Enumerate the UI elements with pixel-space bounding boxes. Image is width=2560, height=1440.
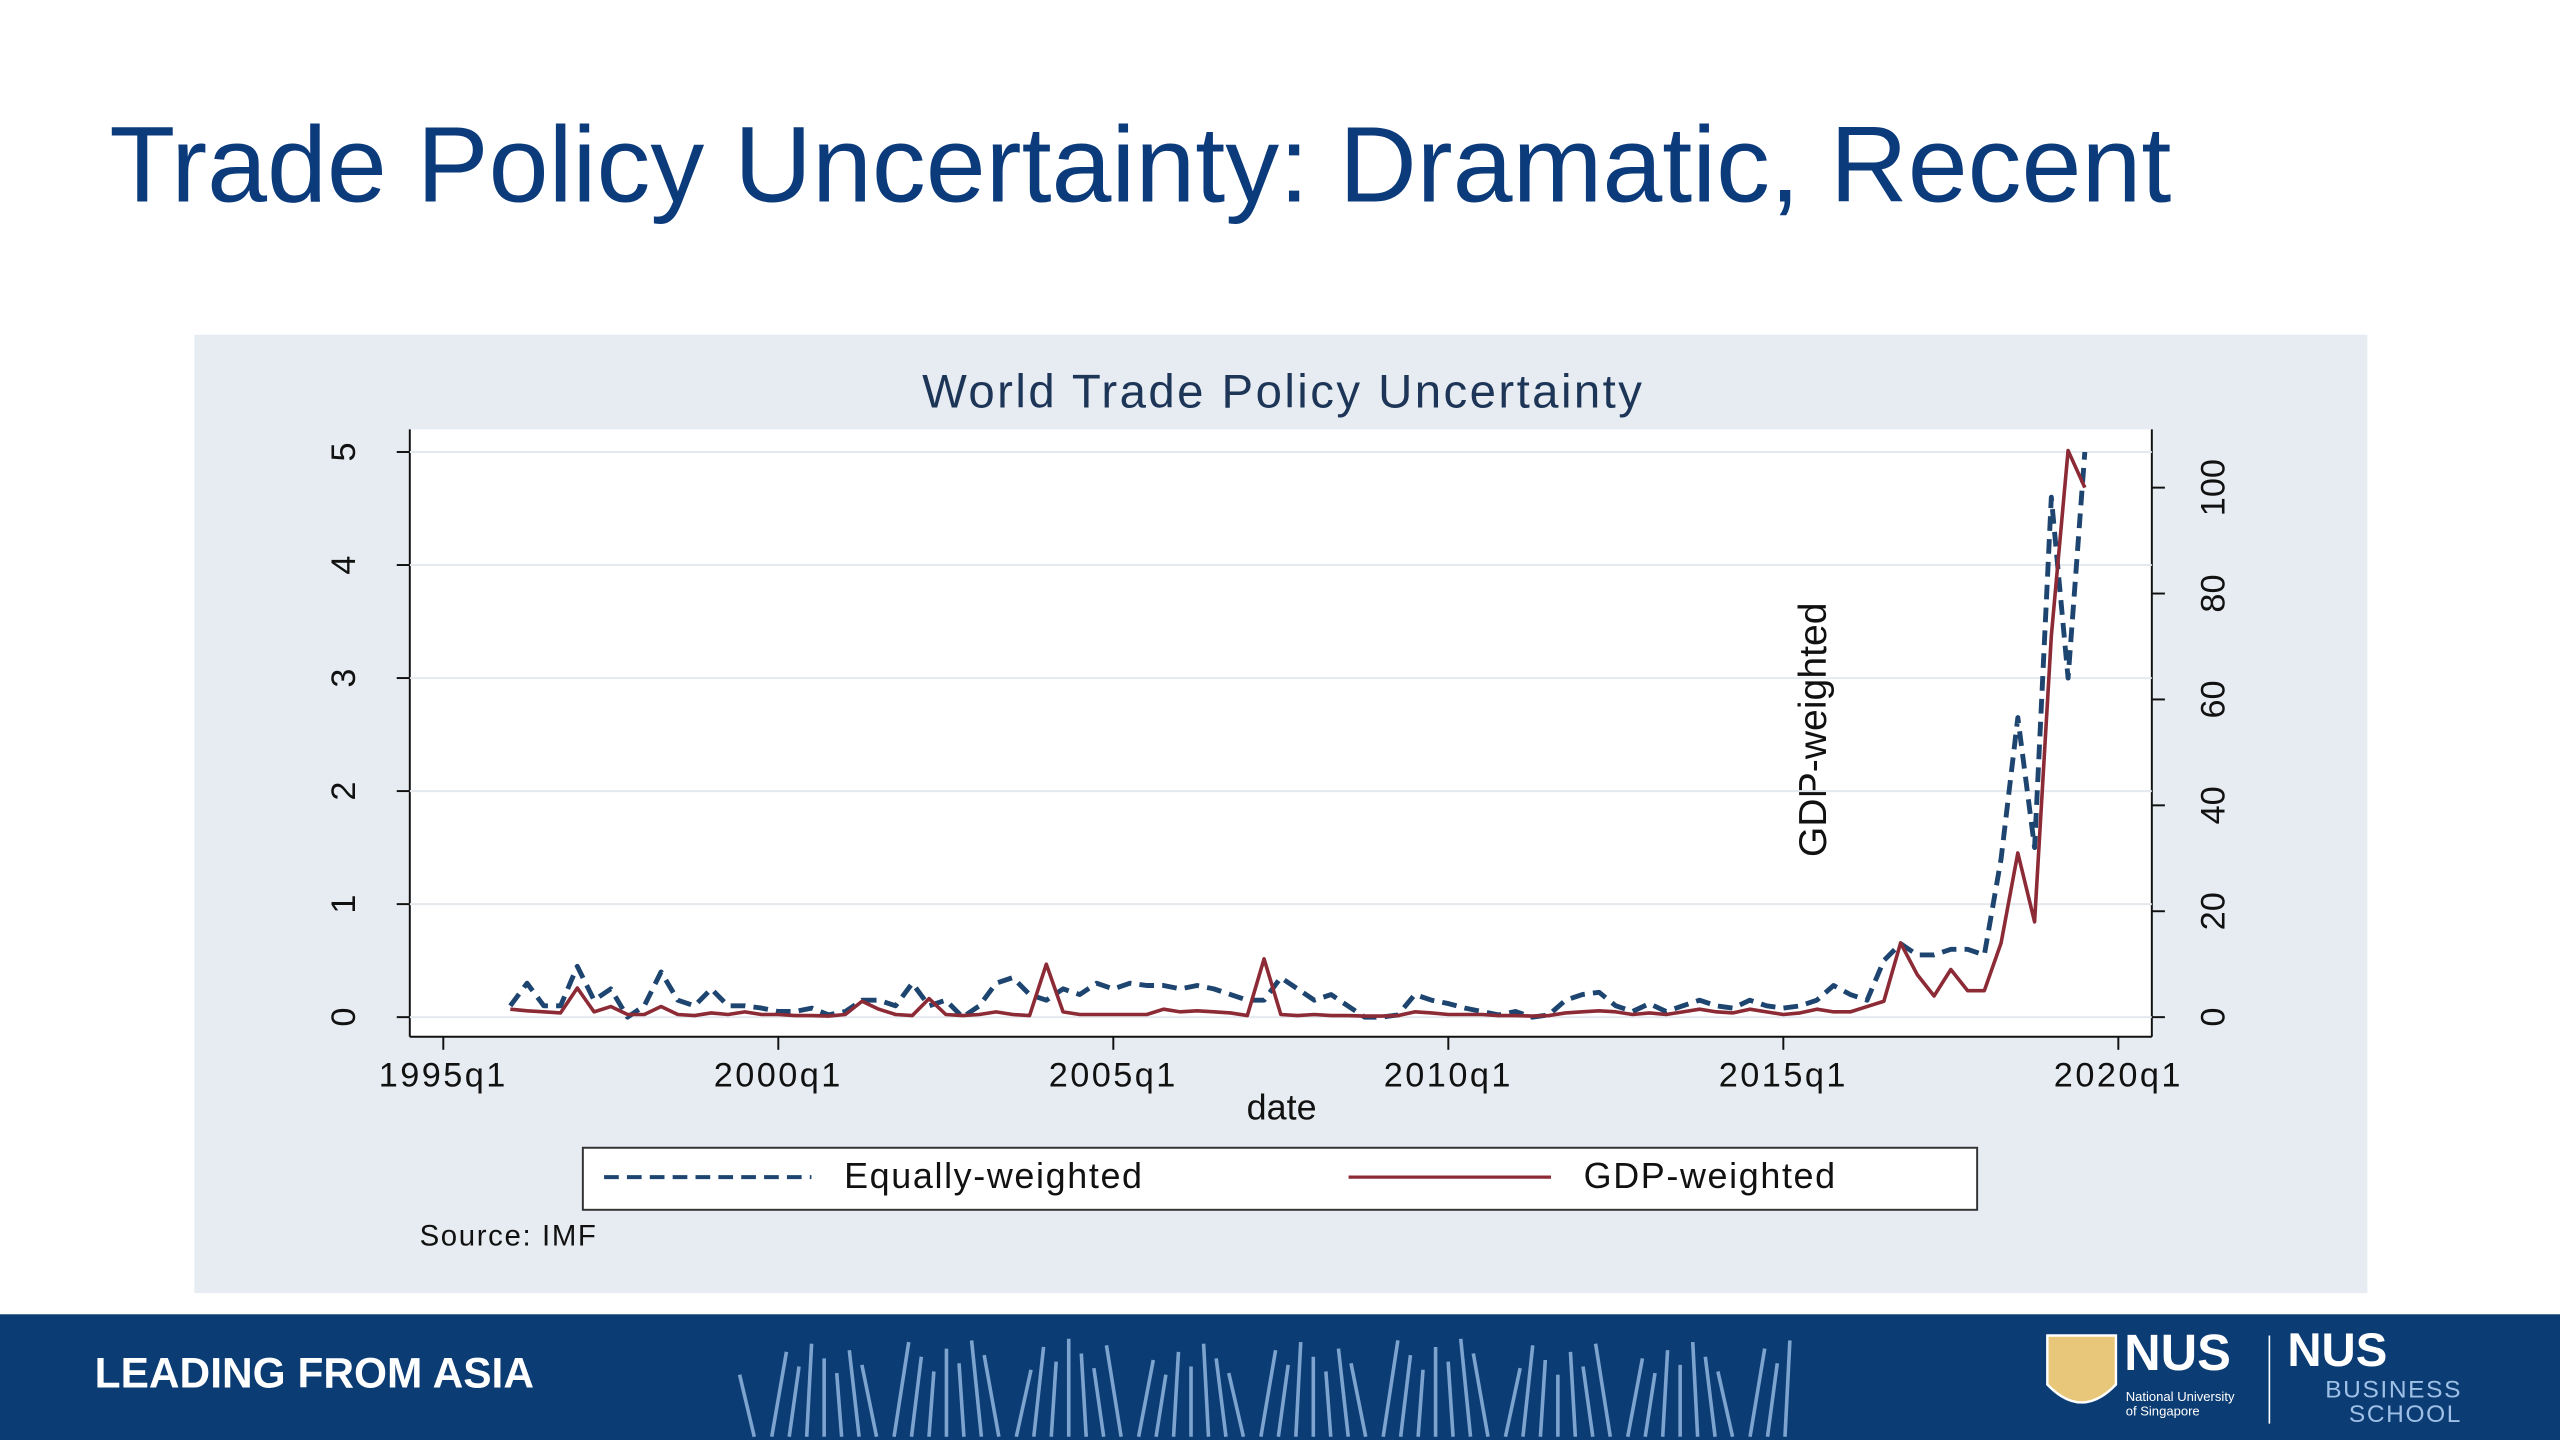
y2-tick-label: 100 [2195,459,2233,516]
tree-stroke [927,1371,936,1437]
tree-stroke [1593,1343,1613,1438]
tree-stroke [769,1351,789,1438]
tree-stroke [1226,1372,1246,1438]
tree-stroke [1521,1345,1535,1437]
y2-tick-label: 0 [2195,1008,2233,1027]
tree-stroke [909,1356,924,1437]
tree-stroke [1538,1359,1548,1437]
tree-stroke [1276,1364,1290,1437]
slide-title: Trade Policy Uncertainty: Dramatic, Rece… [109,104,2171,225]
chart-title: World Trade Policy Uncertainty [922,366,1644,419]
y-tick-label: 2 [325,782,363,801]
y2-tick-label: 60 [2195,680,2233,718]
tree-stroke [1104,1345,1123,1438]
plot-area [409,429,2152,1037]
y-tick-label: 0 [325,1008,363,1027]
logo-bs: NUS [2287,1324,2387,1377]
tree-stroke [1154,1374,1168,1438]
tree-stroke [1716,1371,1735,1438]
x-axis-label: date [1247,1087,1317,1128]
tree-stroke [1503,1367,1522,1438]
logo-bs-sub: SCHOOL [2349,1401,2462,1428]
tree-stroke [1049,1361,1058,1437]
tree-stroke [1446,1361,1455,1437]
legend-label: GDP-weighted [1584,1155,1837,1196]
tree-stroke [1032,1346,1046,1437]
tree-stroke [1765,1363,1780,1437]
tree-stroke [1568,1351,1578,1437]
tree-stroke [1690,1341,1700,1437]
tree-stroke [1092,1367,1106,1437]
tree-stroke [1471,1353,1490,1438]
tree-stroke [1458,1338,1473,1437]
tree-stroke [1324,1371,1333,1437]
logo-nus: NUS [2124,1324,2231,1381]
y-tick-label: 1 [325,895,363,914]
x-tick-label: 2005q1 [1049,1057,1178,1095]
series-line [510,448,2087,1018]
tree-stroke [847,1350,861,1437]
tree-stroke [1349,1362,1368,1438]
tree-stroke [1214,1358,1228,1437]
x-tick-label: 2010q1 [1384,1057,1513,1095]
tree-stroke [737,1374,757,1438]
y2-tick-label: 80 [2195,574,2233,612]
tree-stroke [1398,1354,1413,1437]
tree-stroke [804,1343,814,1437]
tree-stroke [1336,1348,1351,1437]
tree-stroke [1259,1349,1278,1438]
tree-stroke [1783,1340,1792,1437]
tree-stroke [892,1341,911,1438]
source-note: Source: IMF [420,1219,598,1252]
tree-stroke [1643,1372,1657,1438]
logo-nus-sub: National University [2126,1389,2235,1404]
tree-stroke [969,1340,984,1437]
y-tick-label: 5 [325,442,363,461]
tree-stroke [957,1363,966,1437]
tree-stroke [1581,1366,1595,1437]
crest [2046,1334,2118,1404]
tree-stroke [1014,1369,1033,1438]
logo-bs-sub: BUSINESS [2325,1376,2462,1403]
tree-stroke [1703,1356,1717,1437]
tree-stroke [1079,1353,1088,1437]
tree-stroke [1416,1369,1425,1437]
y2-tick-label: 20 [2195,892,2233,930]
tree-stroke [1748,1348,1767,1438]
tree-stroke [1201,1343,1211,1437]
tree-stroke [1294,1341,1303,1437]
tree-stroke [982,1354,1001,1438]
tree-stroke [1136,1359,1156,1438]
tree-stroke [1660,1350,1670,1437]
y-tick-label: 3 [325,669,363,688]
y2-tick-label: 40 [2195,786,2233,824]
footer-text: LEADING FROM ASIA [95,1350,534,1397]
tree-stroke [1381,1340,1400,1438]
x-tick-label: 1995q1 [379,1057,508,1095]
tree-stroke [834,1372,844,1437]
y-tick-label: 4 [325,555,363,574]
legend-box [581,1146,1979,1211]
x-tick-label: 2020q1 [2054,1057,2183,1095]
tree-stroke [1171,1351,1181,1437]
x-tick-label: 2000q1 [714,1057,843,1095]
tree-stroke [860,1364,879,1438]
logo-nus-sub: of Singapore [2126,1404,2200,1419]
legend-label: Equally-weighted [844,1155,1144,1196]
annotation: GDP-weighted [1792,602,1835,857]
tree-stroke [787,1366,801,1437]
axes: 0 1 2 3 4 5 0 20 40 60 80 100 1995q1 2000q1 2005q1 2010… [325,429,2233,1196]
tree-stroke [1625,1358,1645,1438]
footer-decoration [737,1338,1792,1438]
x-tick-label: 2015q1 [1719,1057,1848,1095]
